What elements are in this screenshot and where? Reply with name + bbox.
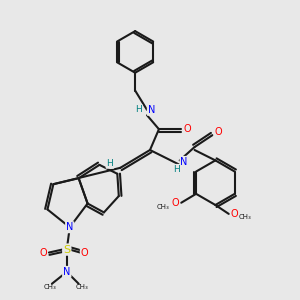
Text: N: N — [63, 267, 70, 277]
Text: H: H — [173, 165, 180, 174]
Text: S: S — [63, 244, 70, 255]
Text: O: O — [81, 248, 88, 257]
Text: O: O — [231, 209, 238, 219]
Text: O: O — [39, 248, 47, 257]
Text: CH₃: CH₃ — [157, 204, 170, 210]
Text: CH₃: CH₃ — [44, 284, 57, 290]
Text: N: N — [181, 157, 188, 167]
Text: O: O — [172, 198, 179, 208]
Text: H: H — [106, 159, 113, 168]
Text: O: O — [214, 127, 222, 137]
Text: H: H — [135, 105, 142, 114]
Text: N: N — [148, 105, 155, 115]
Text: O: O — [183, 124, 191, 134]
Text: CH₃: CH₃ — [75, 284, 88, 290]
Text: CH₃: CH₃ — [239, 214, 251, 220]
Text: N: N — [66, 222, 74, 232]
